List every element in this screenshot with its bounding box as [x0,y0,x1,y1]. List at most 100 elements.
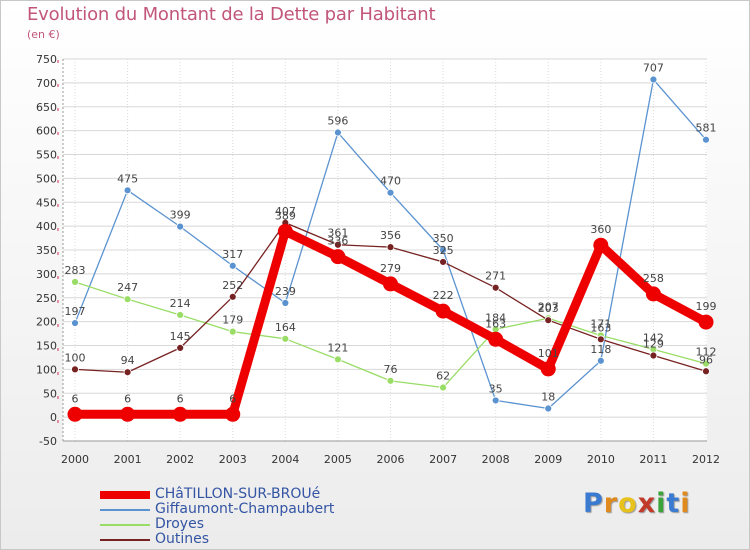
data-label: 283 [65,264,86,277]
data-label: 350 [433,232,454,245]
data-point [277,223,293,239]
legend-label: Droyes [155,516,204,532]
data-point [540,361,556,377]
x-tick-label: 2000 [61,453,89,466]
chart-legend: CHâTILLON-SUR-BROUé Giffaumont-Champauber… [100,487,430,547]
y-tick-label: 300 [36,268,57,281]
data-label: 199 [696,300,717,313]
y-tick-label: 250 [36,292,57,305]
data-point [491,396,500,405]
y-tick-label: 350 [36,244,57,257]
x-tick-label: 2006 [377,453,405,466]
data-label: 399 [170,209,191,222]
y-tick-label: 100 [36,363,57,376]
data-label: 279 [380,262,401,275]
data-label: 62 [436,370,450,383]
data-label: 361 [327,227,348,240]
legend-item: Giffaumont-Champaubert [100,502,430,517]
data-point [593,237,609,253]
x-tick-label: 2004 [271,453,299,466]
data-label: 470 [380,175,401,188]
data-label: 18 [541,391,555,404]
data-label: 118 [590,343,611,356]
y-tick-label: 750 [36,53,57,66]
data-point [649,75,658,84]
data-label: 203 [538,302,559,315]
data-label: 100 [65,351,86,364]
data-label: 171 [590,317,611,330]
y-tick-label: 0 [50,411,57,424]
chart-unit: (en €) [27,28,60,41]
data-point [386,243,395,252]
data-label: 336 [327,235,348,248]
data-point [488,331,504,347]
data-point [435,303,451,319]
data-point [702,135,710,144]
logo-letter: i [680,488,691,519]
legend-swatch [100,509,150,511]
data-label: 239 [275,285,296,298]
data-label: 145 [170,330,191,343]
logo-letter: o [618,488,638,519]
data-point [176,343,185,352]
data-label: 317 [222,248,243,261]
logo-letter: r [603,488,619,519]
data-label: 35 [489,382,503,395]
data-point [386,188,395,197]
data-label: 407 [275,205,296,218]
data-point [172,406,188,422]
data-point [123,368,132,377]
y-tick-label: 400 [36,220,57,233]
legend-item: Droyes [100,517,430,532]
data-point [330,249,346,265]
logo-letter: P [583,488,604,519]
x-tick-label: 2011 [639,453,667,466]
data-point [123,295,132,304]
data-point [698,314,714,330]
data-point [596,356,605,365]
data-point [491,283,500,292]
data-point [71,365,79,374]
data-label: 271 [485,270,506,283]
x-tick-label: 2003 [219,453,247,466]
data-label: 6 [177,392,184,405]
data-point [281,334,290,343]
data-point [702,367,710,376]
data-point [439,383,447,392]
data-point [649,351,658,360]
data-point [228,261,237,270]
data-point [544,404,553,413]
chart-title: Evolution du Montant de la Dette par Hab… [27,4,436,25]
data-point [334,240,342,249]
data-point [67,406,83,422]
x-tick-label: 2008 [482,453,510,466]
data-label: 76 [384,363,398,376]
data-label: 163 [485,317,506,330]
x-tick-label: 2005 [324,453,352,466]
data-label: 197 [65,305,86,318]
data-label: 325 [433,244,454,257]
data-label: 179 [222,314,243,327]
data-label: 94 [121,354,135,367]
data-label: 247 [117,281,138,294]
data-label: 101 [538,347,559,360]
data-label: 96 [699,353,713,366]
data-label: 581 [696,122,717,135]
data-label: 142 [643,331,664,344]
data-point [120,406,136,422]
data-label: 6 [124,392,131,405]
y-tick-label: 50 [43,387,57,400]
legend-label: Giffaumont-Champaubert [155,501,335,517]
logo-letter: i [656,488,667,519]
logo-letter: t [666,488,681,519]
data-point [225,406,241,422]
x-tick-label: 2001 [114,453,142,466]
data-label: 164 [275,321,296,334]
data-label: 214 [170,297,191,310]
logo-letter: x [637,488,657,519]
data-label: 163 [590,321,611,334]
data-label: 207 [538,300,559,313]
data-label: 707 [643,62,664,75]
y-tick-label: 550 [36,149,57,162]
